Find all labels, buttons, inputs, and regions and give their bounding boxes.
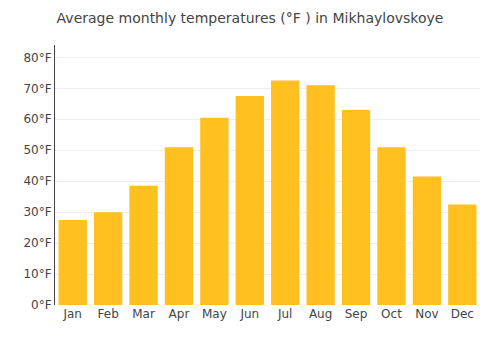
svg-text:20°F: 20°F <box>23 236 51 250</box>
svg-text:Aug: Aug <box>309 307 332 321</box>
svg-text:40°F: 40°F <box>23 174 51 188</box>
svg-text:80°F: 80°F <box>23 51 51 65</box>
svg-text:Jul: Jul <box>277 307 292 321</box>
svg-text:Apr: Apr <box>169 307 190 321</box>
svg-text:50°F: 50°F <box>23 143 51 157</box>
svg-text:Nov: Nov <box>415 307 438 321</box>
svg-text:Feb: Feb <box>98 307 119 321</box>
svg-text:Dec: Dec <box>451 307 474 321</box>
svg-text:30°F: 30°F <box>23 205 51 219</box>
svg-text:Oct: Oct <box>381 307 402 321</box>
svg-text:10°F: 10°F <box>23 267 51 281</box>
svg-text:Sep: Sep <box>345 307 368 321</box>
svg-text:0°F: 0°F <box>31 298 52 312</box>
svg-text:Mar: Mar <box>132 307 155 321</box>
svg-text:Jun: Jun <box>239 307 259 321</box>
svg-text:Jan: Jan <box>62 307 82 321</box>
svg-text:60°F: 60°F <box>23 112 51 126</box>
svg-text:May: May <box>202 307 227 321</box>
svg-text:70°F: 70°F <box>23 82 51 96</box>
svg-text:Average monthly temperatures (: Average monthly temperatures (°F ) in Mi… <box>57 10 444 26</box>
